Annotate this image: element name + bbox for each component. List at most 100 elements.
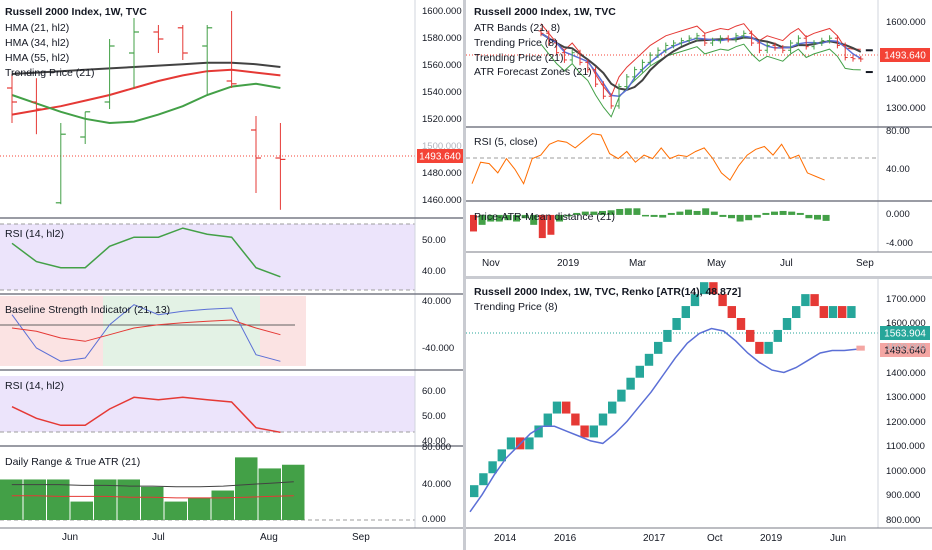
rt-distance-bar (650, 214, 658, 217)
renko-brick (718, 294, 727, 307)
rt-distance-bar (753, 214, 761, 218)
atr-band-lower (540, 43, 861, 118)
renko-brick (764, 341, 773, 354)
rb-tick-800: 800.000 (886, 515, 921, 526)
renko-brick (506, 437, 516, 450)
rt-distance-bar (822, 214, 830, 221)
rt-distance-bar (659, 214, 667, 218)
left-x-sep: Sep (352, 532, 370, 543)
range-bar (211, 490, 234, 520)
hma55-line (11, 82, 281, 125)
rt-dist-tick-0: 0.000 (886, 209, 910, 220)
rt-distance-bar (616, 208, 624, 215)
hma21-line (11, 68, 281, 116)
rt-rsi-tick-80: 80.00 (886, 126, 910, 137)
renko-brick (847, 306, 856, 319)
renko-brick (479, 473, 488, 486)
rt-distance-bar (538, 214, 546, 239)
range-bar (94, 479, 117, 520)
rt-distance-bar (702, 208, 710, 215)
rt-tick-1300: 1300.000 (886, 103, 926, 114)
right-bottom-panel: 1563.904 1493.640 Russell 2000 Index, 1W… (466, 279, 932, 550)
rt-distance-bar (633, 208, 641, 215)
rt-distance-bar (693, 210, 701, 215)
rt-distance-bar (805, 214, 813, 219)
left-chart-panel: 1493.640 Russell 2000 Index, 1W, TVC HMA… (0, 0, 463, 550)
renko-brick (580, 425, 589, 438)
rb-tick-1300: 1300.000 (886, 392, 926, 403)
left-x-jun: Jun (62, 532, 79, 543)
rt-distance-bar (796, 212, 804, 215)
rb-tick-1700: 1700.000 (886, 294, 926, 305)
rt-distance-bar (762, 212, 770, 215)
rt-distance-bar (814, 214, 821, 220)
renko-brick (571, 413, 580, 426)
right-top-marks (470, 23, 873, 239)
baseline-green-zone (103, 296, 260, 366)
rt-distance-bar (478, 214, 486, 225)
rt-legend-atr-zones: ATR Forecast Zones (21) (474, 66, 592, 78)
left-tick-1460: 1460.000 (422, 195, 462, 206)
rt-distance-bar (728, 214, 735, 219)
rt-legend-trending-8: Trending Price (8) (474, 37, 558, 49)
panel-divider-vertical[interactable] (463, 0, 466, 550)
renko-brick (819, 306, 828, 319)
rb-current-badge: 1563.904 (884, 329, 926, 340)
rb-chart-title: Russell 2000 Index, 1W, TVC, Renko [ATR(… (474, 286, 742, 298)
right-top-panel: 1493.640 Russell 2000 Index, 1W, TVC ATR… (466, 0, 932, 276)
range-bar (47, 479, 70, 520)
rsi1-title: RSI (14, hl2) (5, 228, 64, 240)
left-tick-1600: 1600.000 (422, 6, 462, 17)
rb-x-jun: Jun (830, 533, 847, 544)
rb-tick-1200: 1200.000 (886, 417, 926, 428)
rt-distance-bar (736, 214, 744, 222)
rt-distance-bar (495, 214, 503, 222)
baseline-tick-neg40: -40.000 (422, 343, 455, 354)
rb-x-2014: 2014 (494, 533, 517, 544)
rb-x-2019: 2019 (760, 533, 783, 544)
panel-divider-horizontal[interactable] (466, 276, 932, 279)
range-bar (235, 457, 258, 520)
rt-x-sep: Sep (856, 258, 874, 269)
baseline-tick-40: 40.000 (422, 296, 452, 307)
renko-brick (773, 329, 782, 342)
rb-x-oct: Oct (707, 533, 723, 544)
true-atr-line (11, 481, 294, 488)
left-legend-hma55: HMA (55, hl2) (5, 52, 70, 64)
renko-brick (525, 437, 534, 450)
rb-tick-1400: 1400.000 (886, 368, 926, 379)
rt-legend-trending-21: Trending Price (21) (474, 52, 564, 64)
left-legend-trending: Trending Price (21) (5, 67, 95, 79)
range-tick-40: 40.000 (422, 479, 452, 490)
range-tick-0: 0.000 (422, 514, 446, 525)
rt-dist-title: Price-ATR-Mean distance (21) (474, 211, 616, 223)
left-legend-hma21: HMA (21, hl2) (5, 22, 70, 34)
renko-brick (746, 329, 755, 342)
renko-brick (488, 461, 497, 474)
rt-chart-title: Russell 2000 Index, 1W, TVC (474, 6, 616, 18)
rsi1-tick-40: 40.00 (422, 266, 446, 277)
rt-distance-bar (564, 214, 572, 217)
rt-dist-tick-neg4: -4.000 (886, 238, 913, 249)
rt-distance-bar (642, 214, 649, 217)
rsi2-tick-40: 40.00 (422, 436, 446, 447)
range-bar (188, 497, 211, 520)
right-bottom-svg: 1563.904 1493.640 (466, 279, 932, 529)
renko-brick (589, 425, 598, 438)
rt-price-badge: 1493.640 (884, 51, 926, 62)
range-bar (258, 468, 281, 520)
rt-tick-1400: 1400.000 (886, 74, 926, 85)
rsi2-line (11, 396, 281, 434)
renko-brick (672, 318, 681, 330)
range-bar (23, 479, 46, 520)
renko-brick (801, 294, 810, 307)
range-bar (282, 464, 305, 520)
rb-tick-1600: 1600.000 (886, 318, 926, 329)
renko-brick (598, 413, 608, 426)
rsi1-band-bg (0, 224, 415, 290)
rb-x-2017: 2017 (643, 533, 666, 544)
trending-price-21-line (540, 32, 862, 91)
rsi2-tick-50: 50.00 (422, 411, 446, 422)
left-x-aug: Aug (260, 532, 278, 543)
rt-distance-bar (599, 210, 606, 215)
